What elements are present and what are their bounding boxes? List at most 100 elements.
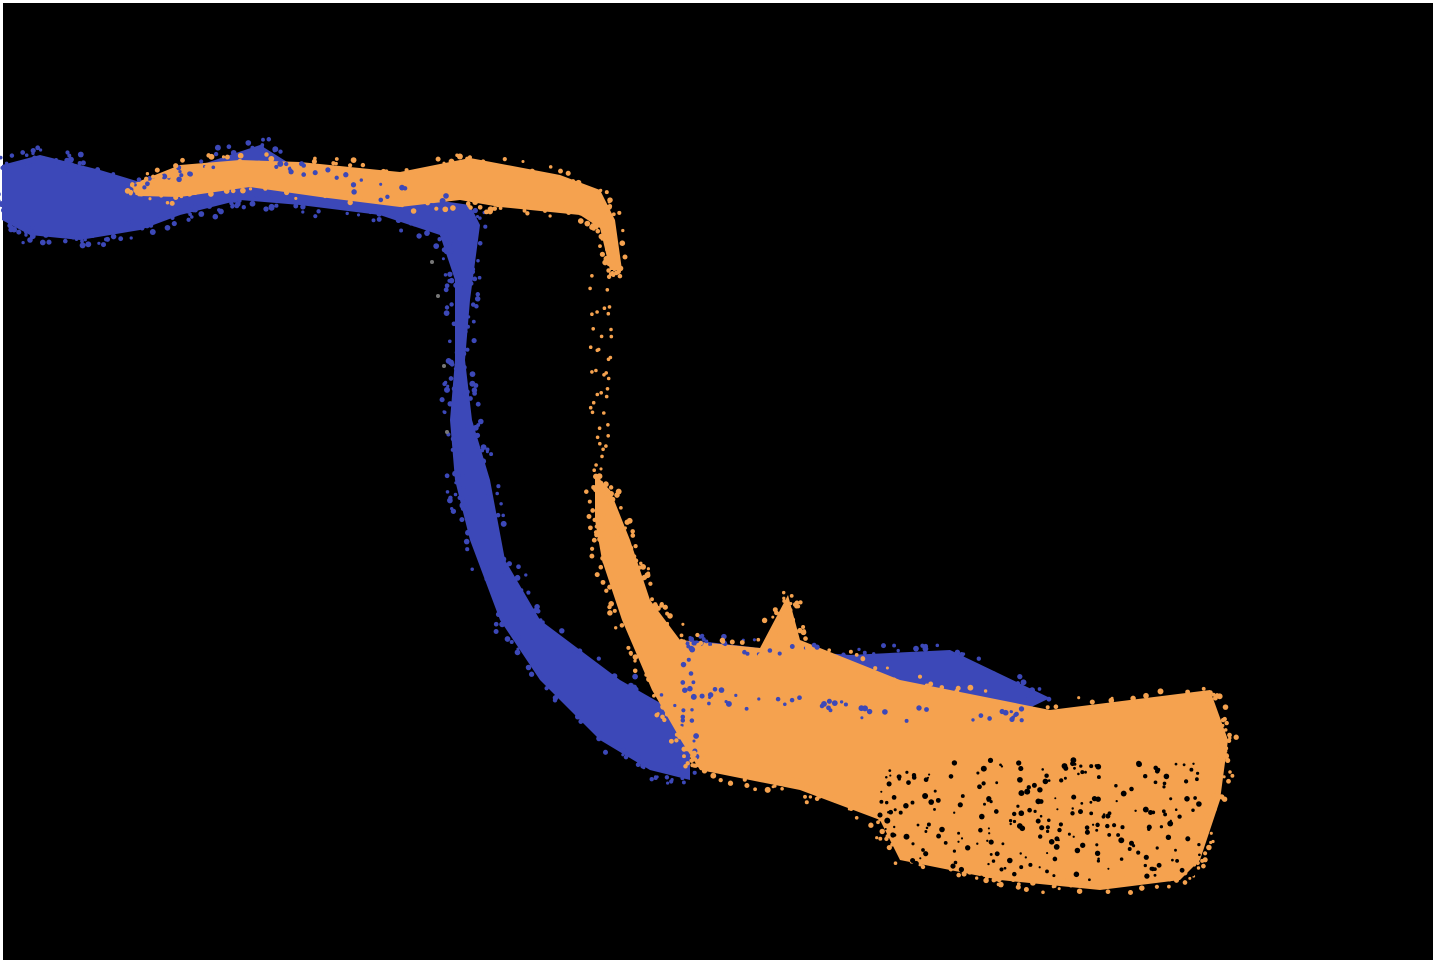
- point: [633, 544, 637, 548]
- point: [444, 230, 448, 234]
- point: [1157, 863, 1162, 868]
- point: [460, 503, 464, 507]
- point: [593, 518, 597, 522]
- point: [436, 228, 439, 231]
- point: [1193, 796, 1197, 800]
- point: [883, 657, 889, 663]
- point: [255, 197, 259, 201]
- point: [1171, 859, 1174, 862]
- point: [695, 633, 699, 637]
- point: [1010, 705, 1016, 711]
- point: [610, 335, 614, 339]
- point: [908, 684, 913, 689]
- point: [451, 509, 456, 514]
- point: [953, 812, 955, 814]
- point: [0, 166, 4, 170]
- point: [539, 618, 543, 622]
- point: [456, 320, 460, 324]
- point: [713, 687, 718, 692]
- point: [1121, 791, 1127, 797]
- point: [1132, 881, 1135, 884]
- point: [624, 755, 629, 760]
- point: [458, 496, 462, 500]
- point: [480, 448, 484, 452]
- point: [278, 186, 282, 190]
- point: [735, 646, 738, 649]
- point: [584, 221, 590, 227]
- point: [640, 755, 645, 760]
- point: [936, 798, 941, 803]
- point: [753, 638, 756, 641]
- point: [199, 159, 203, 163]
- point: [237, 159, 242, 164]
- point: [1226, 779, 1231, 784]
- point: [1158, 688, 1164, 694]
- point: [753, 787, 757, 791]
- point: [1108, 811, 1112, 815]
- point: [876, 820, 880, 824]
- point: [456, 452, 462, 458]
- point: [615, 576, 620, 581]
- point: [1144, 855, 1149, 860]
- point: [612, 518, 616, 522]
- point: [379, 183, 382, 186]
- point: [530, 169, 535, 174]
- point: [178, 170, 181, 173]
- point: [245, 140, 251, 146]
- point: [472, 277, 477, 282]
- point: [1175, 698, 1180, 703]
- point: [782, 597, 785, 600]
- point: [465, 530, 471, 536]
- point: [1164, 699, 1168, 703]
- point: [1177, 814, 1181, 818]
- point: [590, 547, 594, 551]
- point: [430, 260, 434, 264]
- point: [1032, 783, 1037, 788]
- point: [460, 473, 465, 478]
- point: [688, 741, 693, 746]
- point: [827, 648, 831, 652]
- point: [511, 201, 516, 206]
- point: [31, 152, 34, 155]
- point: [1013, 820, 1016, 823]
- point: [878, 853, 884, 859]
- point: [607, 610, 613, 616]
- point: [1223, 775, 1226, 778]
- point: [861, 656, 865, 660]
- point: [538, 672, 542, 676]
- point: [1000, 709, 1005, 714]
- point: [1189, 768, 1193, 772]
- point: [413, 223, 416, 226]
- point: [224, 188, 230, 194]
- point: [884, 837, 888, 841]
- point: [484, 562, 490, 568]
- point: [1215, 693, 1219, 697]
- point: [626, 646, 630, 650]
- point: [827, 699, 832, 704]
- point: [834, 799, 838, 803]
- point: [938, 652, 943, 657]
- point: [597, 536, 603, 542]
- point: [442, 162, 445, 165]
- point: [429, 227, 433, 231]
- point: [1196, 861, 1200, 865]
- point: [1090, 699, 1095, 704]
- point: [612, 273, 616, 277]
- point: [1206, 845, 1212, 851]
- point: [496, 484, 500, 488]
- point: [875, 836, 878, 839]
- point: [790, 627, 794, 631]
- point: [690, 719, 693, 722]
- point: [658, 617, 663, 622]
- point: [561, 640, 565, 644]
- point: [11, 226, 14, 229]
- point: [682, 733, 688, 739]
- point: [590, 508, 595, 513]
- point: [503, 157, 507, 161]
- point: [254, 194, 257, 197]
- point: [444, 310, 450, 316]
- point: [961, 837, 963, 839]
- point: [1029, 687, 1035, 693]
- point: [678, 771, 682, 775]
- point: [921, 865, 925, 869]
